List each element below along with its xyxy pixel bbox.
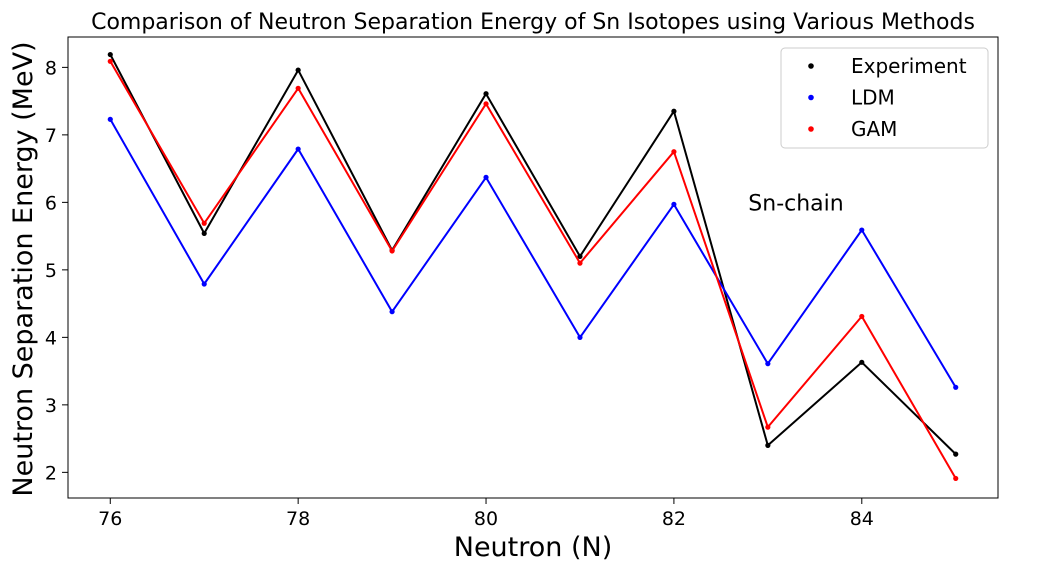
legend-label: Experiment: [851, 54, 967, 78]
data-point-ldm: [765, 361, 771, 367]
legend-marker: [808, 94, 814, 101]
data-point-experiment: [483, 91, 489, 97]
data-point-experiment: [953, 451, 959, 457]
x-axis-label: Neutron (N): [454, 532, 613, 563]
data-point-experiment: [577, 253, 583, 259]
series-line-gam: [109, 60, 957, 479]
data-point-experiment: [107, 51, 113, 58]
data-point-ldm: [389, 309, 395, 315]
data-point-gam: [577, 260, 583, 266]
y-tick-label: 7: [45, 125, 57, 147]
data-point-experiment: [201, 230, 207, 237]
data-point-ldm: [201, 281, 207, 287]
legend-marker: [808, 126, 814, 132]
data-point-gam: [201, 220, 207, 226]
y-tick-label: 4: [45, 327, 57, 349]
series-line-experiment: [109, 54, 957, 455]
data-point-gam: [483, 101, 489, 107]
annotation-text: Sn-chain: [748, 191, 843, 216]
chart-title: Comparison of Neutron Separation Energy …: [91, 10, 975, 35]
data-point-gam: [389, 248, 395, 254]
legend: Experiment LDM GAM: [780, 47, 989, 149]
x-tick-label: 76: [98, 508, 122, 530]
data-point-gam: [953, 475, 959, 482]
data-point-gam: [671, 149, 677, 155]
y-tick-label: 8: [45, 57, 57, 79]
y-tick-label: 3: [45, 395, 57, 417]
data-point-ldm: [107, 116, 113, 122]
data-point-gam: [765, 424, 771, 430]
x-tick-label: 84: [850, 508, 874, 530]
legend-box: [780, 47, 989, 149]
plot-area: 76 78 80 82 842345678Sn-chainExperimentLDMGA…: [45, 36, 999, 530]
data-point-ldm: [671, 201, 677, 207]
legend-marker: [808, 63, 814, 69]
x-tick-label: 82: [662, 508, 686, 530]
y-axis-label: Neutron Separation Energy (MeV): [8, 41, 39, 496]
legend-label: GAM: [851, 117, 897, 141]
axes-frame: [67, 36, 999, 499]
data-point-ldm: [577, 334, 583, 340]
data-point-ldm: [953, 384, 959, 390]
y-tick-label: 5: [45, 260, 57, 282]
data-point-gam: [859, 313, 865, 320]
series-line-ldm: [109, 118, 957, 388]
data-point-experiment: [295, 67, 301, 73]
legend-label: LDM: [851, 86, 895, 110]
data-point-experiment: [765, 442, 771, 448]
data-point-gam: [107, 58, 113, 64]
data-point-experiment: [859, 359, 865, 365]
data-point-ldm: [483, 174, 489, 180]
data-point-experiment: [671, 108, 677, 114]
x-tick-label: 78: [286, 508, 310, 530]
x-tick-label: 80: [474, 508, 498, 530]
y-tick-label: 6: [45, 192, 57, 214]
data-point-gam: [295, 85, 301, 91]
y-tick-label: 2: [45, 462, 57, 484]
data-point-ldm: [859, 227, 865, 233]
data-point-ldm: [295, 146, 301, 152]
